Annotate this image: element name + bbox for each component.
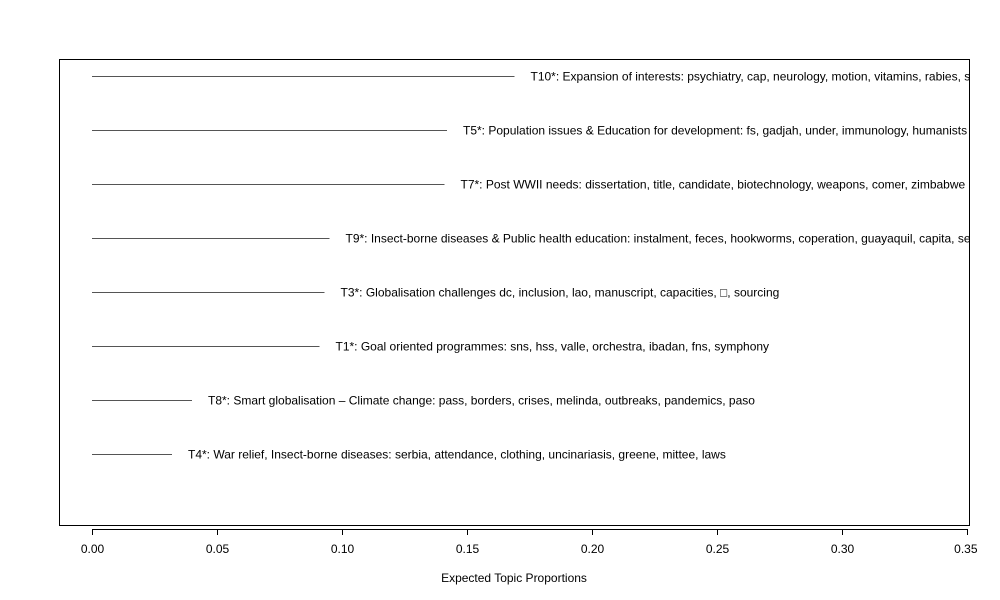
x-tick-label: 0.15 <box>456 542 480 556</box>
x-axis: 0.00 0.05 0.10 0.15 0.20 0.25 0.30 0.35 <box>81 529 978 556</box>
x-axis-title: Expected Topic Proportions <box>441 571 587 585</box>
x-tick-label: 0.30 <box>831 542 855 556</box>
topic-label: T9*: Insect-borne diseases & Public heal… <box>346 232 971 246</box>
x-tick-label: 0.20 <box>581 542 605 556</box>
topic-label: T7*: Post WWII needs: dissertation, titl… <box>461 178 966 192</box>
topic-label: T3*: Globalisation challenges dc, inclus… <box>341 286 780 300</box>
topic-label: T5*: Population issues & Education for d… <box>463 124 967 138</box>
topic-label: T4*: War relief, Insect-borne diseases: … <box>188 448 726 462</box>
x-tick-label: 0.25 <box>706 542 730 556</box>
x-tick-label: 0.05 <box>206 542 230 556</box>
plot-frame <box>59 59 970 526</box>
x-tick-label: 0.10 <box>331 542 355 556</box>
x-tick-label: 0.35 <box>954 542 978 556</box>
topic-label: T10*: Expansion of interests: psychiatry… <box>531 70 971 84</box>
topic-label: T8*: Smart globalisation – Climate chang… <box>208 394 755 408</box>
x-tick-label: 0.00 <box>81 542 105 556</box>
topic-label: T1*: Goal oriented programmes: sns, hss,… <box>336 340 770 354</box>
topic-series: T10*: Expansion of interests: psychiatry… <box>92 70 971 462</box>
